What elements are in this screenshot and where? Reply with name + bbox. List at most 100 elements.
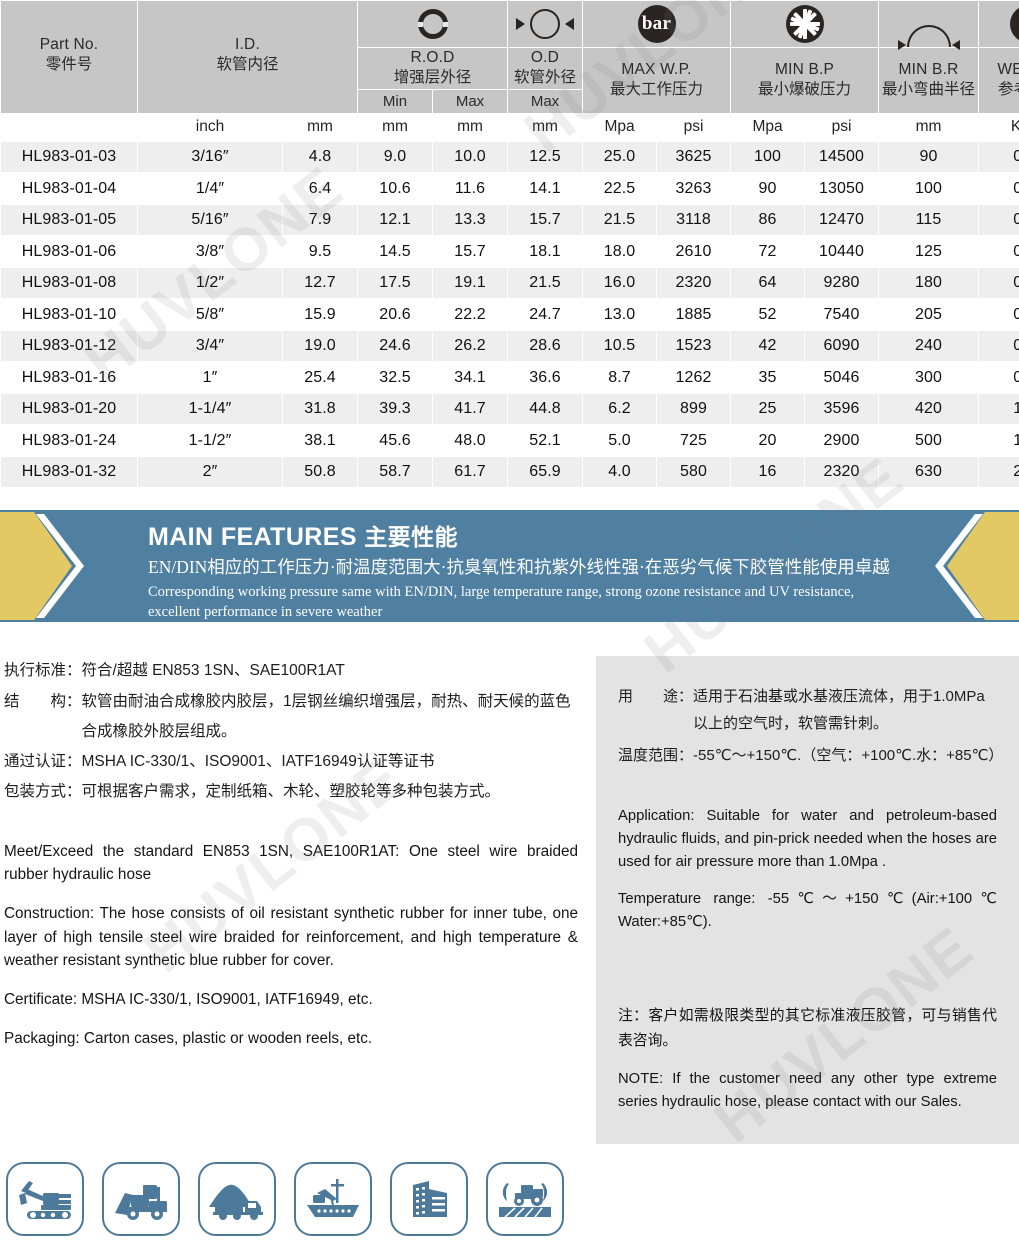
cell-value: 3/16″: [138, 141, 283, 173]
header-maxwp: MAX W.P. 最大工作压力: [583, 48, 731, 114]
cn-temp-item: 温度范围： -55℃～+150℃.（空气：+100℃.水：+85℃）: [618, 743, 997, 769]
cell-value: 2″: [138, 456, 283, 488]
cell-value: 1.54: [979, 425, 1019, 457]
cn-spec-item: 通过认证： MSHA IC-330/1、ISO9001、IATF16949认证等…: [4, 747, 578, 777]
cell-value: 6.4: [283, 173, 358, 205]
cell-value: 72: [731, 236, 805, 268]
cell-value: 34.1: [433, 362, 508, 394]
cell-value: 0.52: [979, 299, 1019, 331]
cell-value: 205: [879, 299, 979, 331]
cn-spec-label: 执行标准：: [4, 656, 82, 686]
cn-temp-label: 温度范围：: [618, 743, 693, 769]
cell-value: 24.7: [508, 299, 583, 331]
cell-value: 52: [731, 299, 805, 331]
unit-cell: Kg/m: [979, 113, 1019, 141]
cell-value: 10.5: [583, 330, 657, 362]
cn-spec-label: 包装方式：: [4, 777, 82, 807]
cell-value: 16.0: [583, 267, 657, 299]
unit-cell: inch: [138, 113, 283, 141]
main-features-banner: MAIN FEATURES 主要性能 EN/DIN相应的工作压力·耐温度范围大·…: [0, 510, 1019, 622]
cn-spec-value: 可根据客户需求，定制纸箱、木轮、塑胶轮等多种包装方式。: [82, 777, 578, 807]
cell-value: 12.7: [283, 267, 358, 299]
cell-value: 13.3: [433, 204, 508, 236]
cell-value: 65.9: [508, 456, 583, 488]
header-minbr: MIN B.R 最小弯曲半径: [879, 48, 979, 114]
header-rod-cn: 增强层外径: [358, 68, 507, 88]
cell-value: 19.1: [433, 267, 508, 299]
cell-value: 61.7: [433, 456, 508, 488]
unit-cell: Mpa: [583, 113, 657, 141]
cell-value: 36.6: [508, 362, 583, 394]
cell-value: 0.27: [979, 204, 1019, 236]
ship-icon: [294, 1162, 372, 1236]
cn-temp-value: -55℃～+150℃.（空气：+100℃.水：+85℃）: [693, 743, 997, 769]
cell-value: 45.6: [358, 425, 433, 457]
cell-value: 2610: [657, 236, 731, 268]
cell-value: 630: [879, 456, 979, 488]
wheel-loader-icon: [102, 1162, 180, 1236]
unit-cell: mm: [283, 113, 358, 141]
cell-part-no: HL983-01-06: [1, 236, 138, 268]
cell-value: 12.1: [358, 204, 433, 236]
cell-value: 41.7: [433, 393, 508, 425]
cell-value: 24.6: [358, 330, 433, 362]
cell-value: 22.5: [583, 173, 657, 205]
cell-value: 1885: [657, 299, 731, 331]
cn-use-item: 用 途： 适用于石油基或水基液压流体，用于1.0MPa以上的空气时，软管需针刺。: [618, 684, 997, 737]
header-maxwp-cn: 最大工作压力: [583, 80, 730, 100]
kg-badge-icon: kg: [979, 1, 1019, 47]
en-packaging-paragraph: Packaging: Carton cases, plastic or wood…: [4, 1027, 578, 1051]
cell-value: 2900: [805, 425, 879, 457]
banner-line-cn: EN/DIN相应的工作压力·耐温度范围大·抗臭氧性和抗紫外线性强·在恶劣气候下胶…: [148, 556, 899, 580]
cell-value: 17.5: [358, 267, 433, 299]
cell-part-no: HL983-01-10: [1, 299, 138, 331]
cell-value: 1-1/4″: [138, 393, 283, 425]
cell-part-no: HL983-01-08: [1, 267, 138, 299]
en-note-paragraph: NOTE: If the customer need any other typ…: [618, 1068, 997, 1114]
cell-value: 3625: [657, 141, 731, 173]
banner-title-en: MAIN FEATURES: [148, 523, 357, 551]
circle-arrows-icon: [508, 1, 582, 47]
header-icon-row: Part No. 零件号 I.D. 软管内径 bar: [1, 1, 1019, 48]
cell-value: 2.12: [979, 456, 1019, 488]
cn-spec-label: 结 构：: [4, 687, 82, 747]
cell-value: 32.5: [358, 362, 433, 394]
cell-value: 10.0: [433, 141, 508, 173]
cell-value: 15.7: [433, 236, 508, 268]
header-weight-cn: 参考重量: [979, 80, 1019, 100]
cell-value: 2320: [805, 456, 879, 488]
header-id-en: I.D.: [140, 35, 355, 55]
cell-value: 19.0: [283, 330, 358, 362]
banner-title-cn: 主要性能: [364, 524, 458, 550]
cell-value: 240: [879, 330, 979, 362]
header-part-no: Part No. 零件号: [1, 1, 138, 114]
cell-value: 115: [879, 204, 979, 236]
cell-value: 1/2″: [138, 267, 283, 299]
cell-value: 1″: [138, 362, 283, 394]
cn-note-paragraph: 注：客户如需极限类型的其它标准液压胶管，可与销售代表咨询。: [618, 1004, 997, 1054]
cell-part-no: HL983-01-04: [1, 173, 138, 205]
cell-value: 3/8″: [138, 236, 283, 268]
unit-cell: mm: [879, 113, 979, 141]
cell-value: 90: [731, 173, 805, 205]
cell-part-no: HL983-01-16: [1, 362, 138, 394]
cn-spec-item: 执行标准： 符合/超越 EN853 1SN、SAE100R1AT: [4, 656, 578, 686]
cell-value: 25.0: [583, 141, 657, 173]
cell-value: 6.2: [583, 393, 657, 425]
cell-value: 18.0: [583, 236, 657, 268]
cn-spec-value: MSHA IC-330/1、ISO9001、IATF16949认证等证书: [82, 747, 578, 777]
cell-value: 50.8: [283, 456, 358, 488]
banner-text-block: MAIN FEATURES 主要性能 EN/DIN相应的工作压力·耐温度范围大·…: [148, 524, 899, 622]
cell-value: 100: [731, 141, 805, 173]
cn-spec-value: 符合/超越 EN853 1SN、SAE100R1AT: [82, 656, 578, 686]
content-columns: 执行标准： 符合/超越 EN853 1SN、SAE100R1AT 结 构： 软管…: [0, 656, 1019, 1143]
unit-cell: mm: [508, 113, 583, 141]
header-rod-min: Min: [358, 89, 433, 113]
cell-value: 12.5: [508, 141, 583, 173]
